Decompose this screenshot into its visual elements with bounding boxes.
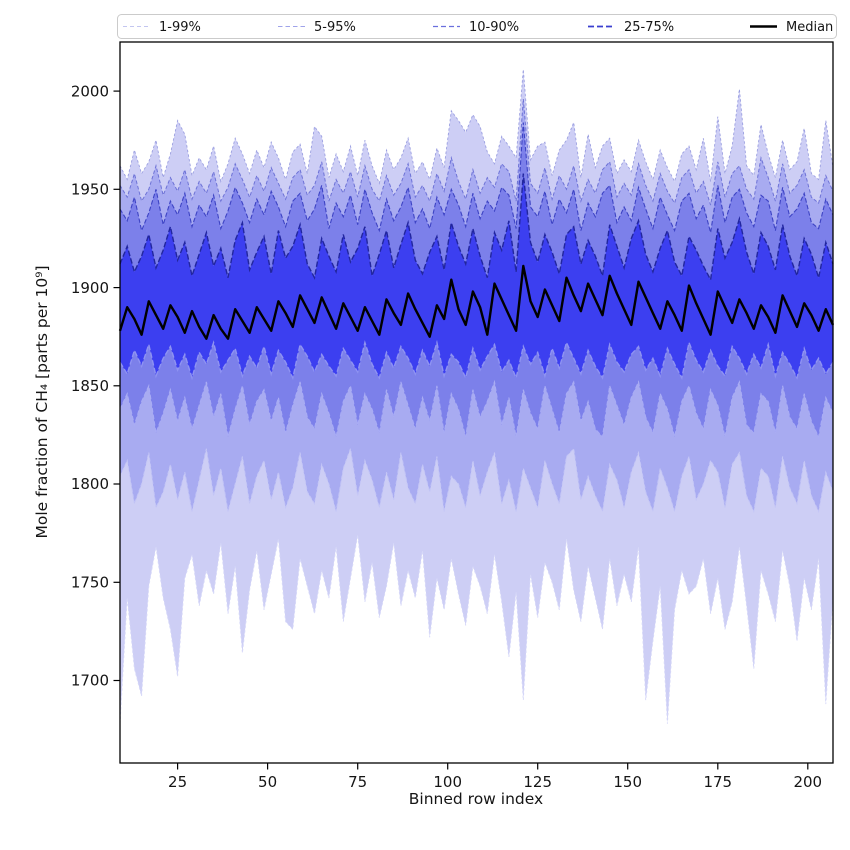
legend-group: 1-99% 5-95% 10-90% 25-75% Median: [117, 14, 837, 39]
x-tick-label: 100: [433, 773, 462, 791]
percentile-line-p25: [119, 339, 834, 381]
axes-group: 25 50 75 100 125 150 175 200 1700 1750 1800 1850 190…: [71, 82, 822, 791]
percentile-line-p5: [119, 447, 834, 514]
legend-label: 25-75%: [624, 20, 674, 35]
y-axis-label: Mole fraction of CH₄ [parts per 10⁹]: [33, 265, 51, 538]
x-tick-label: 50: [258, 773, 277, 791]
x-axis-label: Binned row index: [409, 790, 543, 808]
legend-label: 5-95%: [314, 20, 356, 35]
median-line: [118, 264, 835, 340]
x-tick-label: 125: [523, 773, 552, 791]
percentile-line-p10: [119, 379, 834, 439]
y-tick-label: 1900: [71, 279, 109, 297]
x-tick-label: 200: [793, 773, 822, 791]
y-tick-label: 1800: [71, 475, 109, 493]
percentile-line-p90: [119, 122, 834, 233]
x-tick-label: 150: [613, 773, 642, 791]
band-fill-25-75: [120, 173, 833, 378]
percentile-edges-group: [119, 69, 834, 724]
y-tick-label: 1850: [71, 377, 109, 395]
x-tick-label: 75: [348, 773, 367, 791]
legend-label: Median: [786, 20, 833, 35]
x-tick-label: 25: [168, 773, 187, 791]
bands-group: [120, 69, 833, 724]
y-tick-label: 1950: [71, 181, 109, 199]
y-tick-label: 1700: [71, 672, 109, 690]
legend-label: 1-99%: [159, 20, 201, 35]
plot-border: [119, 41, 834, 764]
y-tick-label: 2000: [71, 82, 109, 100]
percentile-line-p1: [119, 535, 834, 724]
percentile-line-p75: [119, 173, 834, 282]
percentile-line-p95: [119, 98, 834, 206]
legend-label: 10-90%: [469, 20, 519, 35]
percentile-line-p99: [119, 69, 834, 185]
legend-box: [117, 14, 837, 39]
y-tick-label: 1750: [71, 574, 109, 592]
x-tick-label: 175: [703, 773, 732, 791]
median-group: [118, 264, 835, 340]
